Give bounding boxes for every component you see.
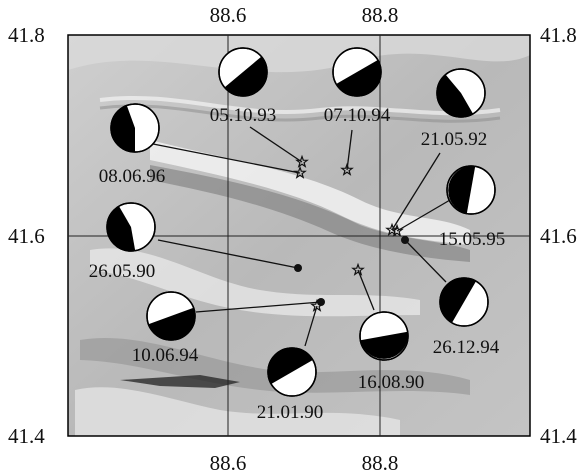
x-tick-top-88-6: 88.6 — [210, 3, 247, 27]
event-21-01-90: 21.01.90 — [257, 298, 324, 423]
connector-line — [346, 129, 353, 171]
y-tick-left-41-8: 41.8 — [8, 23, 45, 47]
compression-quadrant — [448, 166, 476, 214]
event-26-12-94: 26.12.94 — [401, 236, 500, 358]
compression-quadrant — [107, 206, 136, 251]
event-date-label: 26.05.90 — [89, 261, 156, 282]
event-21-05-92: 21.05.92 — [385, 68, 488, 236]
event-07-10-94: 07.10.94 — [324, 47, 391, 176]
event-10-06-94: 10.06.94 — [132, 291, 325, 366]
epicenter-star-icon — [340, 162, 354, 176]
x-tick-top-88-8: 88.8 — [362, 3, 399, 27]
connector-line — [357, 269, 375, 311]
event-date-label: 07.10.94 — [324, 105, 391, 126]
epicenter-star-icon — [293, 165, 307, 179]
epicenter-star-icon — [390, 223, 404, 237]
connector-line — [396, 199, 451, 232]
connector-line — [249, 126, 303, 163]
y-tick-left-41-6: 41.6 — [8, 224, 45, 248]
event-15-05-95: 15.05.95 — [390, 165, 506, 250]
epicenter-dot-icon — [294, 264, 302, 272]
epicenter-star-icon — [310, 298, 324, 312]
epicenter-star-icon — [295, 154, 309, 168]
event-16-08-90: 16.08.90 — [351, 262, 425, 393]
event-date-label: 08.06.96 — [99, 166, 166, 187]
earthquake-events: 05.10.93 07.10.94 21.05.92 08.06.96 15.05.95… — [89, 47, 506, 423]
y-tick-right-41-6: 41.6 — [540, 224, 577, 248]
y-tick-right-41-8: 41.8 — [540, 23, 577, 47]
compression-quadrant — [110, 105, 135, 153]
y-tick-left-41-4: 41.4 — [8, 424, 45, 448]
connector-line — [391, 152, 441, 231]
event-26-05-90: 26.05.90 — [89, 202, 302, 282]
event-date-label: 21.01.90 — [257, 402, 324, 423]
x-tick-bottom-88-8: 88.8 — [362, 451, 399, 475]
event-05-10-93: 05.10.93 — [210, 47, 309, 168]
event-date-label: 05.10.93 — [210, 105, 277, 126]
connector-line — [304, 305, 318, 347]
connector-line — [147, 142, 301, 174]
y-tick-right-41-4: 41.4 — [540, 424, 577, 448]
compression-quadrant — [148, 307, 196, 341]
connector-line — [404, 239, 447, 283]
compression-quadrant — [360, 331, 408, 359]
event-date-label: 10.06.94 — [132, 345, 199, 366]
connector-line — [157, 239, 299, 269]
compression-quadrant — [440, 277, 476, 323]
event-date-label: 26.12.94 — [433, 337, 500, 358]
compression-quadrant — [224, 56, 267, 96]
event-date-label: 16.08.90 — [358, 372, 425, 393]
connector-line — [195, 301, 322, 313]
epicenter-star-icon — [351, 262, 365, 276]
event-08-06-96: 08.06.96 — [99, 103, 307, 187]
compression-quadrant — [267, 347, 313, 384]
event-date-label: 21.05.92 — [421, 129, 488, 150]
epicenter-dot-icon — [401, 236, 409, 244]
compression-quadrant — [436, 74, 473, 118]
event-date-label: 15.05.95 — [439, 229, 506, 250]
x-tick-bottom-88-6: 88.6 — [210, 451, 247, 475]
compression-quadrant — [336, 60, 382, 97]
